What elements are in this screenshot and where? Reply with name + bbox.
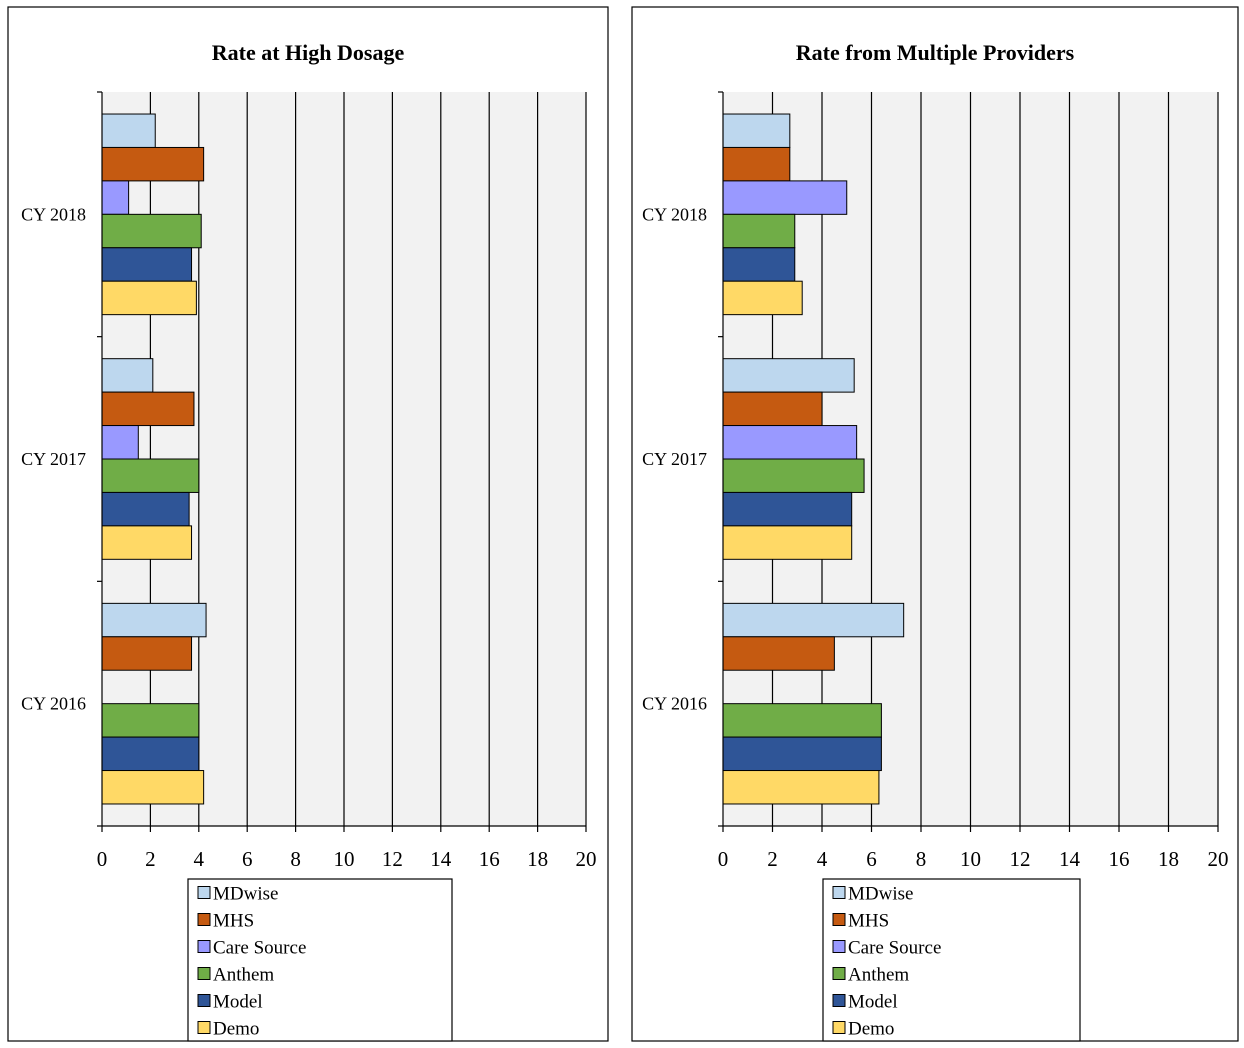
x-tick-label: 8 [290,847,301,871]
bar-anthem [101,458,200,493]
y-category-label: CY 2016 [21,694,86,714]
x-tick-label: 14 [430,847,452,871]
x-tick-label: 10 [960,847,981,871]
legend-swatch [197,1021,211,1034]
legend-swatch [197,886,211,899]
x-tick-label: 6 [866,847,877,871]
bar-model [101,736,200,772]
x-tick-label: 16 [1109,847,1130,871]
bar-demo [101,525,193,560]
bar-anthem [101,213,202,249]
legend-swatch [832,994,846,1007]
x-tick-label: 8 [916,847,927,871]
legend-swatch [832,967,846,980]
y-category-label: CY 2018 [642,204,707,224]
x-tick-label: 12 [1010,847,1031,871]
chart-title: Rate from Multiple Providers [796,40,1075,65]
bar-demo [722,770,880,805]
y-category-label: CY 2017 [642,449,707,469]
bar-anthem [722,213,796,249]
x-tick-label: 0 [97,847,108,871]
bar-mdwise [722,113,791,148]
legend-swatch [197,967,211,980]
x-tick-label: 2 [145,847,156,871]
bar-model [101,247,193,282]
x-tick-label: 18 [527,847,548,871]
x-tick-label: 4 [194,847,205,871]
legend-label: MHS [848,911,889,932]
bar-anthem [101,703,200,738]
bar-demo [722,525,853,560]
legend-swatch [832,1021,846,1034]
y-category-label: CY 2018 [21,204,86,224]
legend: MDwise MHS Care Source Anthem Model Demo [822,878,1081,1042]
x-tick-label: 10 [334,847,355,871]
y-category-label: CY 2017 [21,449,86,469]
bar-mhs [101,636,193,671]
bar-mhs [101,391,195,427]
x-tick-label: 6 [242,847,253,871]
bar-care-source [101,180,130,215]
legend-swatch [197,913,211,926]
legend-label: MDwise [848,884,913,905]
bar-mhs [722,636,835,671]
legend-box [822,878,1081,1042]
x-tick-label: 2 [767,847,778,871]
x-tick-label: 4 [817,847,828,871]
bar-care-source [101,425,139,460]
legend-label: Model [213,992,263,1013]
legend-label: Demo [213,1019,259,1040]
legend-label: Demo [848,1019,894,1040]
legend-swatch [197,940,211,953]
bar-care-source [722,180,848,215]
bar-model [722,736,882,772]
legend: MDwise MHS Care Source Anthem Model Demo [187,878,453,1042]
legend-label: Anthem [213,965,274,986]
x-tick-label: 14 [1059,847,1081,871]
x-tick-label: 16 [479,847,500,871]
bar-model [722,247,796,282]
legend-swatch [832,913,846,926]
legend-label: Anthem [848,965,909,986]
chart-panel-2: Rate from Multiple Providers 0 2 4 6 8 10 12 14 1… [631,6,1239,1042]
bar-mhs [101,146,205,182]
bar-anthem [722,703,882,738]
bar-demo [722,280,803,316]
bar-mdwise [101,113,156,148]
legend-label: Care Source [848,938,941,959]
legend-label: MHS [213,911,254,932]
bar-mhs [722,146,791,182]
x-tick-label: 12 [382,847,403,871]
bar-mdwise [722,358,855,393]
y-category-label: CY 2016 [642,694,707,714]
legend-swatch [832,886,846,899]
bar-mdwise [722,602,905,638]
legend-label: MDwise [213,884,278,905]
x-tick-label: 18 [1158,847,1179,871]
legend-swatch [832,940,846,953]
bar-mhs [722,391,823,427]
bar-demo [101,280,197,316]
chart-panel-1: Rate at High Dosage 0 2 4 6 8 10 12 14 16 18 20 CY 2… [7,6,609,1042]
legend-box [187,878,453,1042]
x-tick-label: 20 [1208,847,1229,871]
x-tick-label: 20 [576,847,597,871]
bar-demo [101,770,205,805]
bar-mdwise [101,602,207,638]
bar-care-source [722,425,858,460]
bar-anthem [722,458,865,493]
bar-model [101,491,190,527]
chart-title: Rate at High Dosage [212,40,405,65]
bar-mdwise [101,358,154,393]
x-tick-label: 0 [718,847,729,871]
legend-swatch [197,994,211,1007]
legend-label: Model [848,992,898,1013]
bar-model [722,491,853,527]
legend-label: Care Source [213,938,306,959]
